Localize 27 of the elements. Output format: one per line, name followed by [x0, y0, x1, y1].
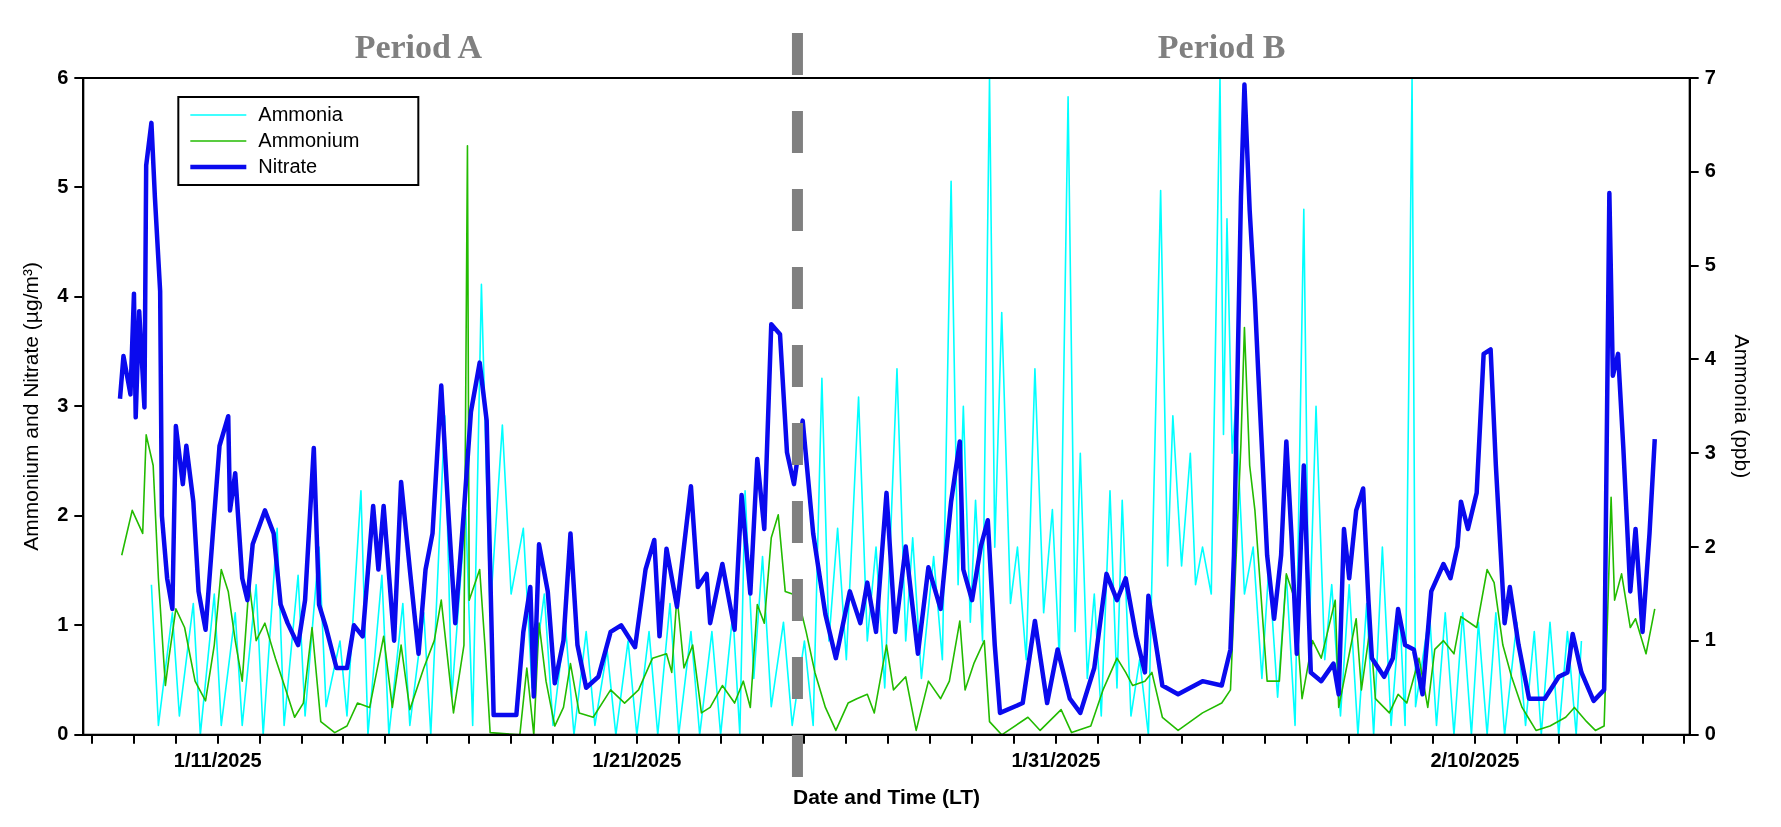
y-tick-label: 6 [57, 65, 69, 88]
y-axis-title: Ammonium and Nitrate (µg/m³) [19, 262, 43, 551]
y2-tick-label: 1 [1704, 628, 1716, 651]
x-axis-title: Date and Time (LT) [792, 785, 981, 809]
text: Period B [1157, 28, 1286, 65]
y2-tick-label: 6 [1704, 159, 1716, 182]
y-tick-label: 4 [57, 284, 70, 307]
y2-tick-label: 5 [1704, 253, 1716, 276]
y2-tick-label: 2 [1704, 534, 1716, 557]
legend-label: Ammonium [258, 128, 360, 151]
y2-axis-title: Ammonia (ppb) [1730, 334, 1754, 479]
x-tick-label: 2/10/2025 [1430, 749, 1520, 772]
y-tick-label: 1 [57, 612, 69, 635]
y2-tick-label: 0 [1704, 722, 1716, 745]
y-tick-label: 3 [57, 393, 69, 416]
text: Period A [354, 28, 483, 65]
x-tick-label: 1/31/2025 [1011, 749, 1101, 772]
x-tick-label: 1/11/2025 [173, 749, 262, 772]
legend-label: Ammonia [258, 102, 344, 125]
y-tick-label: 0 [57, 722, 69, 745]
legend-label: Nitrate [258, 154, 318, 177]
x-tick-label: 1/21/2025 [592, 749, 682, 772]
y-tick-label: 2 [57, 503, 69, 526]
y2-tick-label: 7 [1704, 65, 1716, 88]
y-tick-label: 5 [57, 174, 69, 197]
y2-tick-label: 3 [1704, 440, 1716, 463]
y2-tick-label: 4 [1704, 347, 1717, 369]
